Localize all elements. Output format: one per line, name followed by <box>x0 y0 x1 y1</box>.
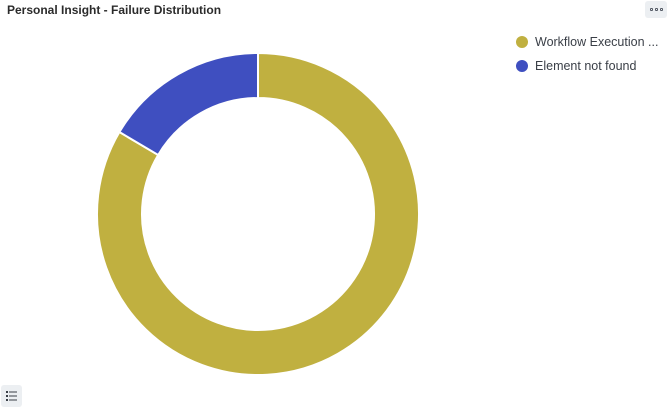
legend-toggle-button[interactable] <box>1 385 22 407</box>
legend-item[interactable]: Workflow Execution ... <box>516 34 666 50</box>
list-icon <box>6 391 17 401</box>
more-options-icon <box>649 8 653 11</box>
legend-item[interactable]: Element not found <box>516 58 666 74</box>
panel-title: Personal Insight - Failure Distribution <box>7 3 222 17</box>
more-options-button[interactable] <box>645 1 667 18</box>
more-options-icon-dot <box>659 8 663 11</box>
legend-swatch <box>516 36 528 48</box>
more-options-icon-dot <box>654 8 658 11</box>
donut-slice-element-not-found[interactable] <box>118 51 259 157</box>
donut-chart <box>96 51 420 376</box>
chart-legend: Workflow Execution ... Element not found <box>516 34 666 82</box>
donut-slice-workflow-execution[interactable] <box>96 51 420 376</box>
legend-label: Element not found <box>535 59 637 73</box>
legend-label: Workflow Execution ... <box>535 35 659 49</box>
legend-swatch <box>516 60 528 72</box>
